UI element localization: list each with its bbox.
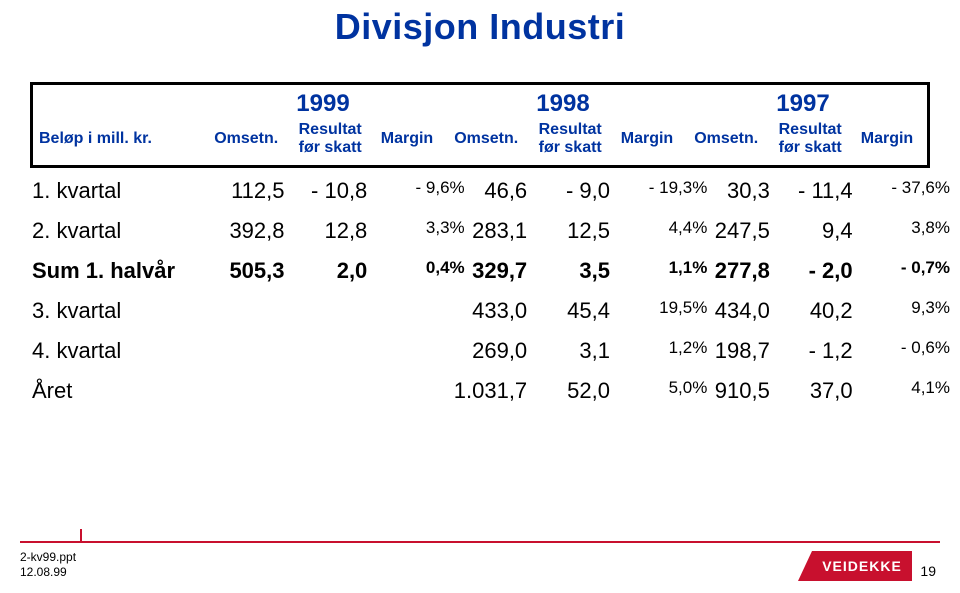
year-group: 283,112,54,4%: [445, 218, 688, 244]
value-omsetn: 112,5: [202, 178, 295, 204]
footer-line2: 12.08.99: [20, 565, 67, 579]
year-group: 269,03,11,2%: [445, 338, 688, 364]
logo-triangle: [798, 551, 812, 581]
value-omsetn: 910,5: [687, 378, 780, 404]
value-resultat: - 11,4: [780, 178, 863, 204]
value-omsetn: 198,7: [687, 338, 780, 364]
logo: VEIDEKKE: [812, 551, 912, 581]
value-resultat: 45,4: [537, 298, 620, 324]
year-group: 112,5- 10,8- 9,6%: [202, 178, 445, 204]
value-resultat: 2,0: [295, 258, 378, 284]
value-omsetn: 247,5: [687, 218, 780, 244]
row-label: 4. kvartal: [30, 338, 202, 364]
table-row: Sum 1. halvår505,32,00,4%329,73,51,1%277…: [30, 258, 930, 298]
year-1998: 1998: [443, 89, 683, 119]
value-omsetn: 505,3: [202, 258, 295, 284]
year-group: 434,040,29,3%: [687, 298, 930, 324]
value-omsetn: 283,1: [445, 218, 538, 244]
year-group: 30,3- 11,4- 37,6%: [687, 178, 930, 204]
value-margin: - 0,6%: [863, 338, 960, 364]
value-margin: 3,8%: [863, 218, 960, 244]
value-margin: 4,1%: [863, 378, 960, 404]
value-resultat: - 2,0: [780, 258, 863, 284]
year-group: 1.031,752,05,0%: [445, 378, 688, 404]
year-group: 46,6- 9,0- 19,3%: [445, 178, 688, 204]
page-number: 19: [920, 563, 936, 579]
value-omsetn: 46,6: [445, 178, 538, 204]
table-body: 1. kvartal112,5- 10,8- 9,6%46,6- 9,0- 19…: [30, 178, 930, 418]
value-omsetn: 277,8: [687, 258, 780, 284]
value-resultat: 3,5: [537, 258, 620, 284]
value-margin: - 0,7%: [863, 258, 960, 284]
year-1997: 1997: [683, 89, 923, 119]
value-resultat: 12,5: [537, 218, 620, 244]
value-resultat: 9,4: [780, 218, 863, 244]
value-omsetn: 269,0: [445, 338, 538, 364]
footer-line1: 2-kv99.ppt: [20, 550, 76, 564]
col-margin-2: Margin: [611, 119, 683, 159]
value-omsetn: 433,0: [445, 298, 538, 324]
table-header-box: 1999 1998 1997 Beløp i mill. kr. Omsetn.…: [30, 82, 930, 168]
row-label: 2. kvartal: [30, 218, 202, 244]
col-resultat-1: Resultatfør skatt: [289, 119, 371, 159]
footer-rule: [20, 541, 940, 543]
table-row: Året 1.031,752,05,0%910,537,04,1%: [30, 378, 930, 418]
year-1999: 1999: [203, 89, 443, 119]
year-group: 277,8- 2,0- 0,7%: [687, 258, 930, 284]
row-label: Sum 1. halvår: [30, 258, 202, 284]
value-resultat: 12,8: [295, 218, 378, 244]
col-margin-3: Margin: [851, 119, 923, 159]
value-resultat: 52,0: [537, 378, 620, 404]
col-resultat-2: Resultatfør skatt: [529, 119, 611, 159]
value-margin: - 37,6%: [863, 178, 960, 204]
value-resultat: - 10,8: [295, 178, 378, 204]
value-resultat: 40,2: [780, 298, 863, 324]
year-group: 910,537,04,1%: [687, 378, 930, 404]
value-resultat: - 1,2: [780, 338, 863, 364]
value-omsetn: 30,3: [687, 178, 780, 204]
col-margin-1: Margin: [371, 119, 443, 159]
value-omsetn: 1.031,7: [445, 378, 538, 404]
row-label: 3. kvartal: [30, 298, 202, 324]
year-row: 1999 1998 1997: [37, 89, 923, 119]
row-label: 1. kvartal: [30, 178, 202, 204]
value-resultat: 3,1: [537, 338, 620, 364]
value-omsetn: 434,0: [687, 298, 780, 324]
table-row: 3. kvartal 433,045,419,5%434,040,29,3%: [30, 298, 930, 338]
year-spacer: [37, 89, 203, 119]
table-row: 1. kvartal112,5- 10,8- 9,6%46,6- 9,0- 19…: [30, 178, 930, 218]
year-group: 433,045,419,5%: [445, 298, 688, 324]
row-label: Året: [30, 378, 202, 404]
column-header-row: Beløp i mill. kr. Omsetn. Resultatfør sk…: [37, 119, 923, 159]
col-omsetn-1: Omsetn.: [203, 119, 289, 159]
financial-table: 1999 1998 1997 Beløp i mill. kr. Omsetn.…: [30, 82, 930, 418]
year-group: 505,32,00,4%: [202, 258, 445, 284]
page-title: Divisjon Industri: [0, 6, 960, 48]
table-row: 2. kvartal392,812,83,3%283,112,54,4%247,…: [30, 218, 930, 258]
col-omsetn-3: Omsetn.: [683, 119, 769, 159]
year-group: 247,59,43,8%: [687, 218, 930, 244]
value-resultat: 37,0: [780, 378, 863, 404]
value-omsetn: 392,8: [202, 218, 295, 244]
value-omsetn: 329,7: [445, 258, 538, 284]
year-group: 392,812,83,3%: [202, 218, 445, 244]
year-group: 329,73,51,1%: [445, 258, 688, 284]
value-margin: 9,3%: [863, 298, 960, 324]
footer-meta: 2-kv99.ppt 12.08.99: [20, 550, 76, 579]
col-omsetn-2: Omsetn.: [443, 119, 529, 159]
rowlabel-header: Beløp i mill. kr.: [37, 119, 203, 159]
year-group: 198,7- 1,2- 0,6%: [687, 338, 930, 364]
table-row: 4. kvartal 269,03,11,2%198,7- 1,2- 0,6%: [30, 338, 930, 378]
footer-tick: [80, 529, 82, 543]
col-resultat-3: Resultatfør skatt: [769, 119, 851, 159]
value-resultat: - 9,0: [537, 178, 620, 204]
